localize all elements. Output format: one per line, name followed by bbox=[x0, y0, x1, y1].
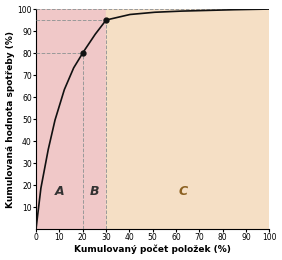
Text: B: B bbox=[90, 185, 99, 198]
X-axis label: Kumulovaný počet položek (%): Kumulovaný počet položek (%) bbox=[74, 245, 231, 255]
Bar bbox=[83, 9, 106, 229]
Bar bbox=[36, 9, 83, 229]
Text: C: C bbox=[178, 185, 188, 198]
Y-axis label: Kumulovaná hodnota spotřeby (%): Kumulovaná hodnota spotřeby (%) bbox=[6, 30, 15, 207]
Bar bbox=[106, 9, 269, 229]
Text: A: A bbox=[54, 185, 64, 198]
